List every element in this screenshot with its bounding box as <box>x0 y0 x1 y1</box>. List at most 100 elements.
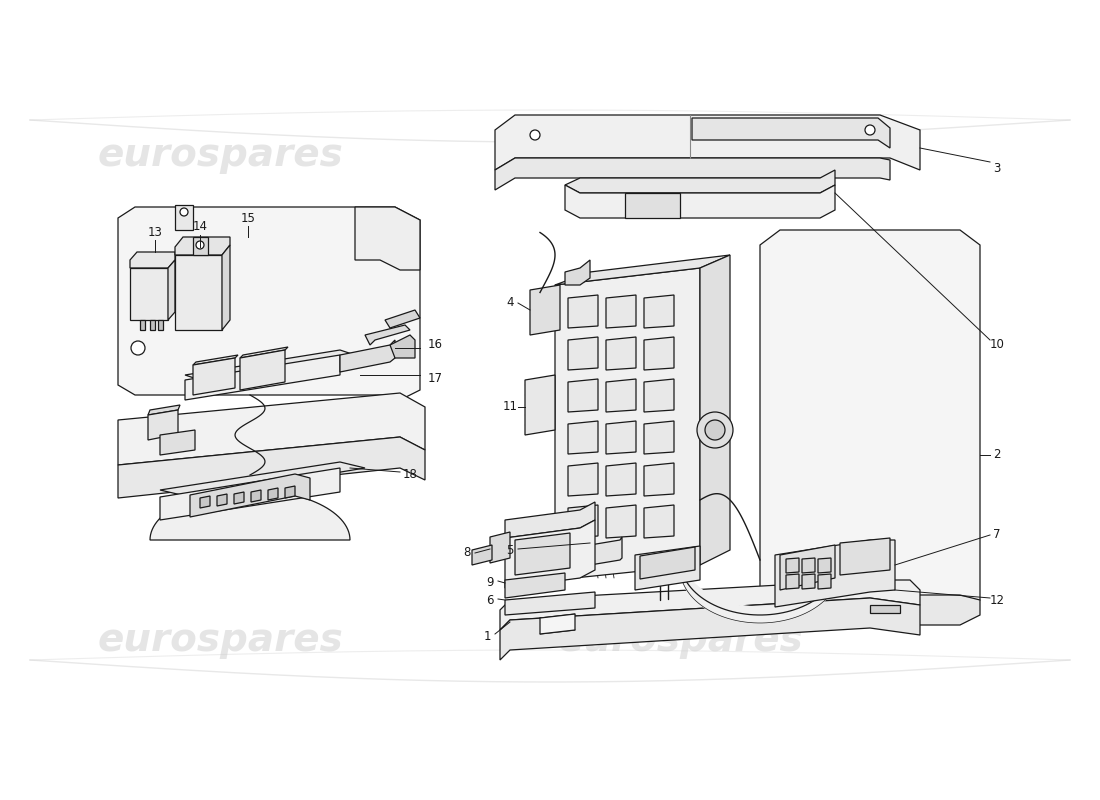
Polygon shape <box>118 207 420 400</box>
Polygon shape <box>556 268 700 580</box>
Polygon shape <box>692 118 890 148</box>
Circle shape <box>196 241 204 249</box>
Polygon shape <box>175 237 230 255</box>
Polygon shape <box>390 335 415 358</box>
Polygon shape <box>285 486 295 498</box>
Bar <box>870 605 900 613</box>
Polygon shape <box>495 115 920 170</box>
Polygon shape <box>130 252 175 268</box>
Polygon shape <box>606 337 636 370</box>
Text: eurospares: eurospares <box>97 136 343 174</box>
Polygon shape <box>644 379 674 412</box>
Polygon shape <box>365 325 410 345</box>
Polygon shape <box>568 379 598 412</box>
Circle shape <box>530 130 540 140</box>
Polygon shape <box>680 552 840 623</box>
Text: 1: 1 <box>483 630 491 643</box>
Polygon shape <box>565 260 590 285</box>
Polygon shape <box>234 492 244 504</box>
Polygon shape <box>160 468 340 520</box>
Polygon shape <box>760 230 980 615</box>
Text: 17: 17 <box>428 371 442 385</box>
Polygon shape <box>222 245 230 330</box>
Polygon shape <box>640 547 695 579</box>
Polygon shape <box>240 350 285 390</box>
Polygon shape <box>385 310 420 328</box>
Polygon shape <box>644 421 674 454</box>
Polygon shape <box>148 410 178 440</box>
Text: 15: 15 <box>241 211 255 225</box>
Text: 6: 6 <box>486 594 494 606</box>
Polygon shape <box>490 532 510 563</box>
Bar <box>175 205 192 230</box>
Polygon shape <box>118 393 425 465</box>
Text: 14: 14 <box>192 221 208 234</box>
Polygon shape <box>556 255 730 285</box>
Polygon shape <box>185 350 355 380</box>
Text: 7: 7 <box>993 529 1001 542</box>
Text: 9: 9 <box>486 575 494 589</box>
Polygon shape <box>700 255 730 565</box>
Text: 18: 18 <box>403 469 417 482</box>
Polygon shape <box>340 340 395 372</box>
Circle shape <box>705 420 725 440</box>
Polygon shape <box>606 421 636 454</box>
Text: eurospares: eurospares <box>97 621 343 659</box>
Polygon shape <box>472 545 492 565</box>
Polygon shape <box>505 520 595 588</box>
Polygon shape <box>217 494 227 506</box>
Polygon shape <box>160 430 195 455</box>
Text: 10: 10 <box>990 338 1004 351</box>
Polygon shape <box>505 573 565 598</box>
Circle shape <box>865 125 874 135</box>
Polygon shape <box>120 395 420 448</box>
Polygon shape <box>606 505 636 538</box>
Polygon shape <box>540 614 575 634</box>
Text: 8: 8 <box>463 546 471 559</box>
Text: 2: 2 <box>993 449 1001 462</box>
Polygon shape <box>568 463 598 496</box>
Polygon shape <box>175 255 222 330</box>
Polygon shape <box>118 437 425 498</box>
Text: 4: 4 <box>506 297 514 310</box>
Circle shape <box>131 341 145 355</box>
Polygon shape <box>192 358 235 395</box>
Text: 5: 5 <box>506 543 514 557</box>
Polygon shape <box>606 295 636 328</box>
Polygon shape <box>818 574 830 589</box>
Polygon shape <box>644 295 674 328</box>
Polygon shape <box>780 545 835 590</box>
Text: 16: 16 <box>428 338 442 351</box>
Polygon shape <box>606 463 636 496</box>
Polygon shape <box>568 295 598 328</box>
Polygon shape <box>776 540 895 607</box>
Polygon shape <box>192 355 238 365</box>
Polygon shape <box>786 558 799 573</box>
Polygon shape <box>505 592 595 615</box>
Polygon shape <box>500 580 920 630</box>
Polygon shape <box>168 260 175 320</box>
Polygon shape <box>568 421 598 454</box>
Circle shape <box>180 208 188 216</box>
Circle shape <box>697 412 733 448</box>
Text: 3: 3 <box>993 162 1001 174</box>
Text: 11: 11 <box>503 401 517 414</box>
Polygon shape <box>525 375 556 435</box>
Polygon shape <box>130 268 168 320</box>
Polygon shape <box>590 537 621 565</box>
Bar <box>150 320 155 330</box>
Polygon shape <box>505 502 595 538</box>
Polygon shape <box>251 490 261 502</box>
Polygon shape <box>644 505 674 538</box>
Polygon shape <box>190 474 310 517</box>
Polygon shape <box>150 490 350 540</box>
Text: eurospares: eurospares <box>557 136 803 174</box>
Polygon shape <box>355 207 420 270</box>
Polygon shape <box>802 574 815 589</box>
Polygon shape <box>565 185 835 218</box>
Polygon shape <box>515 533 570 575</box>
Polygon shape <box>568 505 598 538</box>
Polygon shape <box>568 337 598 370</box>
Polygon shape <box>148 405 180 415</box>
Polygon shape <box>606 379 636 412</box>
